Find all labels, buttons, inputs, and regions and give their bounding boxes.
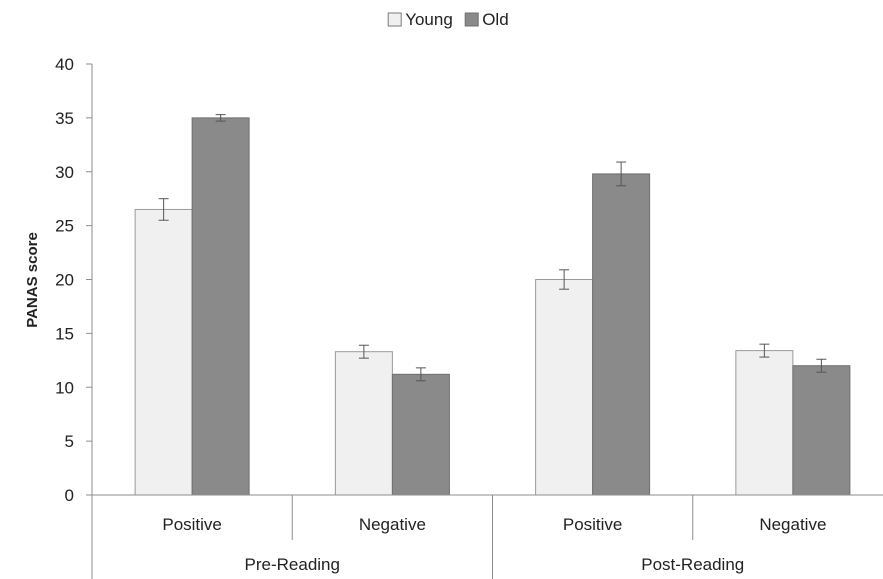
y-tick-label: 40 xyxy=(55,55,74,74)
bar-old-0 xyxy=(191,117,250,496)
legend-swatch-old xyxy=(464,12,479,27)
legend-label-old: Old xyxy=(482,10,508,29)
x-category-label: Positive xyxy=(162,515,222,534)
x-category-label: Positive xyxy=(563,515,623,534)
y-tick-label: 0 xyxy=(65,486,74,505)
y-tick-label: 20 xyxy=(55,271,74,290)
y-tick-label: 5 xyxy=(65,432,74,451)
y-axis-label: PANAS score xyxy=(24,232,41,328)
x-axis: Positive Negative Positive Negative Pre-Read… xyxy=(92,494,883,579)
x-group-label: Pre-Reading xyxy=(245,555,340,574)
x-group-label: Post-Reading xyxy=(641,555,744,574)
bar-old-1 xyxy=(391,373,450,496)
y-tick-label: 15 xyxy=(55,324,74,343)
y-tick-label: 30 xyxy=(55,163,74,182)
legend: Young Old xyxy=(387,10,509,29)
y-tick-label: 35 xyxy=(55,109,74,128)
bar-young-3 xyxy=(735,350,794,496)
bars xyxy=(134,114,851,496)
y-tick-label: 10 xyxy=(55,378,74,397)
x-category-label: Negative xyxy=(759,515,826,534)
y-axis: 0 5 10 15 20 25 30 35 40 xyxy=(55,55,93,579)
bar-old-3 xyxy=(792,365,851,496)
bar-young-2 xyxy=(535,279,594,496)
y-tick-label: 25 xyxy=(55,217,74,236)
legend-swatch-young xyxy=(387,12,402,27)
bar-young-0 xyxy=(134,208,193,496)
bar-old-2 xyxy=(592,173,651,496)
bar-young-1 xyxy=(334,351,393,496)
x-category-label: Negative xyxy=(359,515,426,534)
legend-label-young: Young xyxy=(405,10,453,29)
